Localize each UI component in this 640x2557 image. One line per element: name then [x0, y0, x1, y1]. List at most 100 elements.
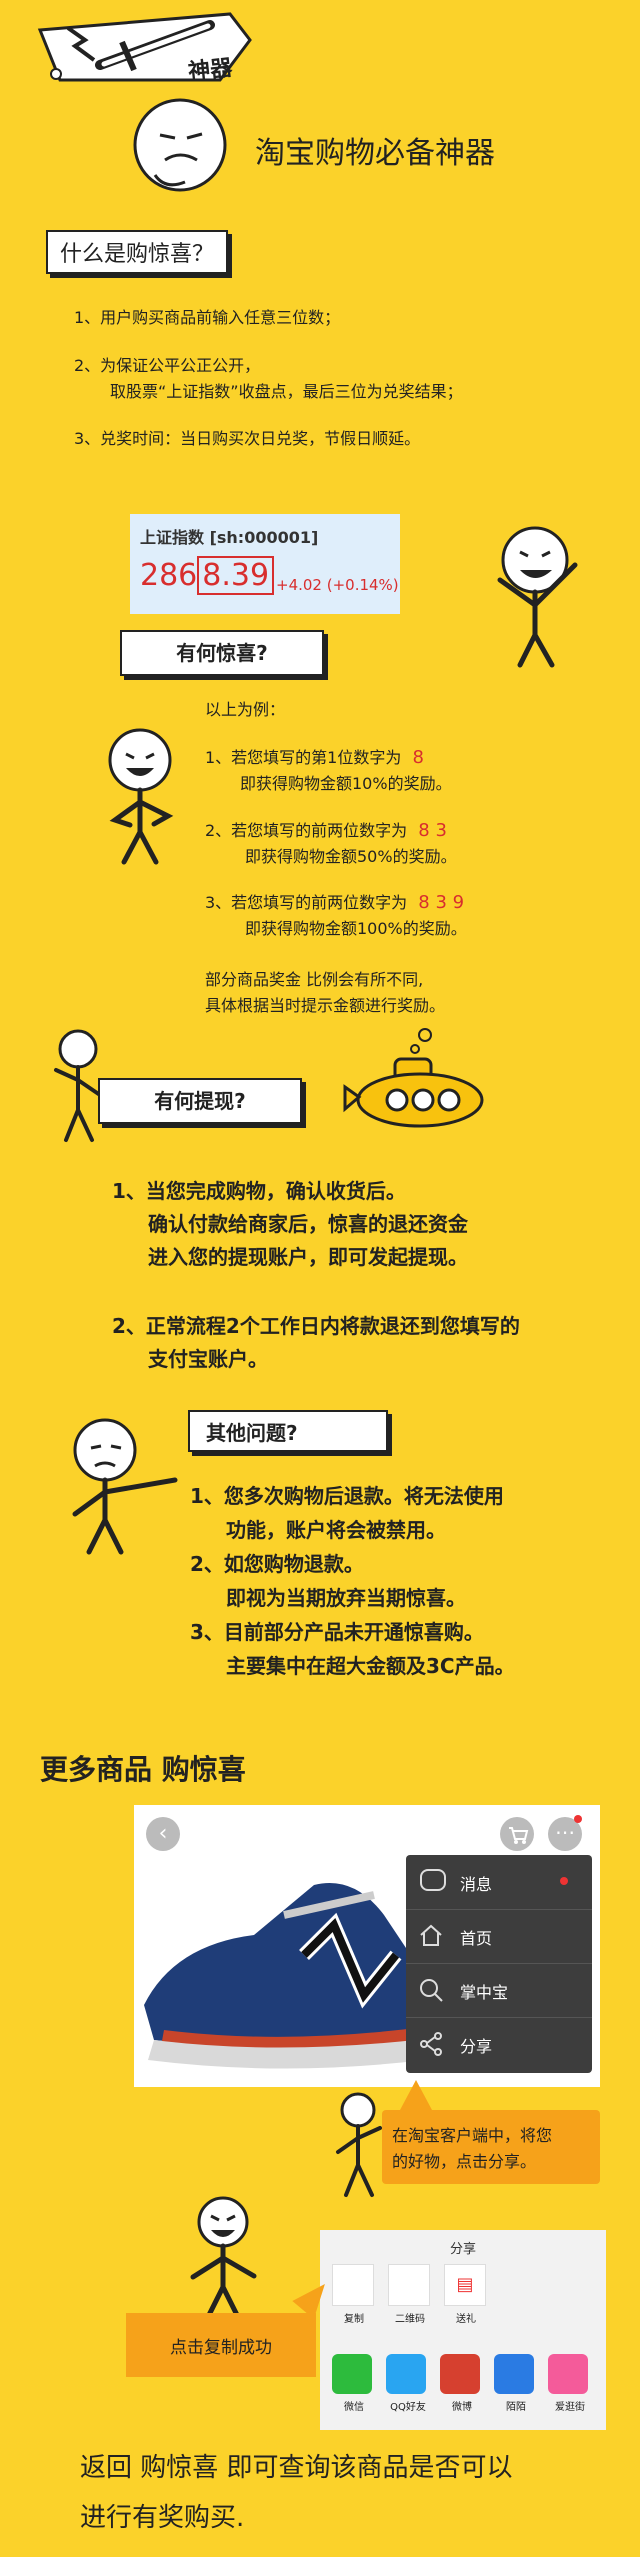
share-item-qrcode[interactable]: 二维码 [388, 2264, 432, 2325]
share-item-momo[interactable]: 陌陌 [494, 2354, 538, 2413]
other-q3-line1: 3、目前部分产品未开通惊喜购。 [190, 1620, 484, 1644]
share-tip-bubble: 在淘宝客户端中，将您 的好物，点击分享。 [382, 2110, 600, 2184]
share-panel-title: 分享 [449, 2242, 476, 2257]
share-item-weibo[interactable]: 微博 [440, 2354, 484, 2413]
home-icon [420, 1924, 442, 1946]
share-item-gift[interactable]: ▤ 送礼 [444, 2264, 488, 2325]
menu-item-share[interactable]: 分享 [406, 2017, 592, 2071]
rule-2: 2、若您填写的前两位数字为 8 3 [205, 818, 447, 844]
share-label-qrcode: 二维码 [395, 2314, 425, 2325]
index-card: 上证指数 [sh:000001] 286 8.39 +4.02 (+0.14%) [130, 514, 400, 614]
copy-icon [332, 2264, 374, 2306]
copy-tip-text: 点击复制成功 [170, 2338, 272, 2358]
index-label: 上证指数 [sh:000001] [140, 528, 319, 547]
menu-label-share: 分享 [460, 2037, 493, 2056]
share-tip-line-1: 在淘宝客户端中，将您 [392, 2126, 553, 2145]
rule-2-text: 2、若您填写的前两位数字为 [205, 821, 408, 840]
rule-2-reward: 即获得购物金额50%的奖励。 [245, 847, 457, 866]
logo-banner [30, 10, 260, 90]
share-label-gift: 送礼 [456, 2314, 476, 2325]
mascot-small [330, 2090, 390, 2200]
surprise-note-1: 部分商品奖金 比例会有所不同, [205, 970, 424, 989]
withdraw-p2-line2: 支付宝账户。 [148, 1347, 268, 1371]
more-button[interactable]: ⋯ [548, 1817, 582, 1851]
share-item-wechat[interactable]: 微信 [332, 2354, 376, 2413]
withdraw-p1-line2: 确认付款给商家后，惊喜的退还资金 [148, 1212, 468, 1236]
share-label-wechat: 微信 [344, 2402, 364, 2413]
other-q1-line1: 1、您多次购物后退款。将无法使用 [190, 1484, 504, 1508]
cart-button[interactable] [500, 1817, 534, 1851]
sneaker-image [134, 1855, 434, 2085]
share-tip-line-2: 的好物，点击分享。 [392, 2152, 537, 2171]
share-item-copy[interactable]: 复制 [332, 2264, 376, 2325]
mascot-sad [55, 1410, 185, 1560]
share-item-qq[interactable]: QQ好友 [386, 2354, 430, 2413]
rule-1: 1、若您填写的第1位数字为 8 [205, 745, 424, 771]
page-title: 淘宝购物必备神器 [255, 136, 495, 171]
qq-icon [386, 2354, 426, 2394]
index-value-prefix: 286 [140, 558, 198, 593]
menu-label-palm-treasure: 掌中宝 [460, 1983, 509, 2002]
copy-tip-bubble: 点击复制成功 [126, 2313, 316, 2377]
share-menu: 消息 首页 掌中宝 分享 [406, 1855, 592, 2073]
what-is-item-1: 1、用户购买商品前输入任意三位数； [74, 308, 341, 327]
index-change: +4.02 (+0.14%) [276, 576, 399, 594]
lightning-icon [66, 26, 96, 62]
other-q2-line1: 2、如您购物退款。 [190, 1552, 364, 1576]
surprise-heading: 有何惊喜? [120, 630, 324, 676]
mascot-copy [178, 2192, 268, 2322]
what-is-heading: 什么是购惊喜？ [46, 230, 229, 274]
rule-1-text: 1、若您填写的第1位数字为 [205, 748, 402, 767]
what-is-item-3: 3、兑奖时间：当日购买次日兑奖，节假日顺延。 [74, 429, 421, 448]
other-q2-line2: 即视为当期放弃当期惊喜。 [226, 1586, 466, 1610]
back-button[interactable]: ‹ [146, 1817, 180, 1851]
surprise-note-2: 具体根据当时提示金额进行奖励。 [205, 996, 446, 1015]
mascot-laughing [90, 720, 190, 870]
rule-3-reward: 即获得购物金额100%的奖励。 [245, 919, 467, 938]
withdraw-p1-line3: 进入您的提现账户，即可发起提现。 [148, 1245, 468, 1269]
share-panel: 分享 复制 二维码 ▤ 送礼 微信 QQ好友 微博 陌陌 爱逛街 [320, 2230, 606, 2430]
share-icon [420, 2032, 442, 2056]
share-label-guangjie: 爱逛街 [555, 2402, 585, 2413]
mascot-pointing [48, 1025, 108, 1145]
menu-item-messages[interactable]: 消息 [406, 1855, 592, 1910]
sword-icon [95, 20, 215, 72]
share-label-copy: 复制 [344, 2314, 364, 2325]
menu-item-home[interactable]: 首页 [406, 1909, 592, 1964]
rule-3-digits: 8 3 9 [418, 892, 465, 913]
logo-text: 神器 [187, 55, 234, 86]
notification-dot [574, 1815, 582, 1823]
wechat-icon [332, 2354, 372, 2394]
menu-label-home: 首页 [460, 1929, 493, 1948]
menu-item-palm-treasure[interactable]: 掌中宝 [406, 1963, 592, 2018]
other-q1-line2: 功能，账户将会被禁用。 [226, 1518, 446, 1542]
share-tip-arrow [400, 2080, 432, 2110]
chat-icon [420, 1869, 446, 1891]
withdraw-p2-line1: 2、正常流程2个工作日内将款退还到您填写的 [112, 1314, 520, 1338]
what-is-item-2: 2、为保证公平公正公开， [74, 356, 261, 375]
footer-line-2: 进行有奖购买. [80, 2503, 245, 2533]
momo-icon [494, 2354, 534, 2394]
more-heading: 更多商品 购惊喜 [40, 1753, 246, 1786]
weibo-icon [440, 2354, 480, 2394]
index-value-highlight: 8.39 [197, 556, 275, 595]
mascot-cheering [480, 520, 600, 670]
search-icon [420, 1979, 443, 2002]
rule-1-digits: 8 [412, 747, 424, 768]
rule-3-text: 3、若您填写的前两位数字为 [205, 893, 408, 912]
mascot-thinking [125, 90, 235, 200]
submarine-icon [335, 1025, 495, 1135]
other-q3-line2: 主要集中在超大金额及3C产品。 [226, 1654, 515, 1678]
rule-1-reward: 即获得购物金额10%的奖励。 [240, 774, 452, 793]
withdraw-p1-line1: 1、当您完成购物，确认收货后。 [112, 1179, 406, 1203]
guangjie-icon [548, 2354, 588, 2394]
cart-icon [509, 1827, 529, 1844]
other-heading: 其他问题? [188, 1410, 388, 1452]
index-value: 286 8.39 [140, 556, 275, 595]
qrcode-icon [388, 2264, 430, 2306]
share-item-guangjie[interactable]: 爱逛街 [548, 2354, 592, 2413]
withdraw-heading: 有何提现? [98, 1078, 302, 1124]
unread-dot [560, 1877, 568, 1885]
share-label-qq: QQ好友 [390, 2402, 426, 2413]
rule-3: 3、若您填写的前两位数字为 8 3 9 [205, 890, 464, 916]
